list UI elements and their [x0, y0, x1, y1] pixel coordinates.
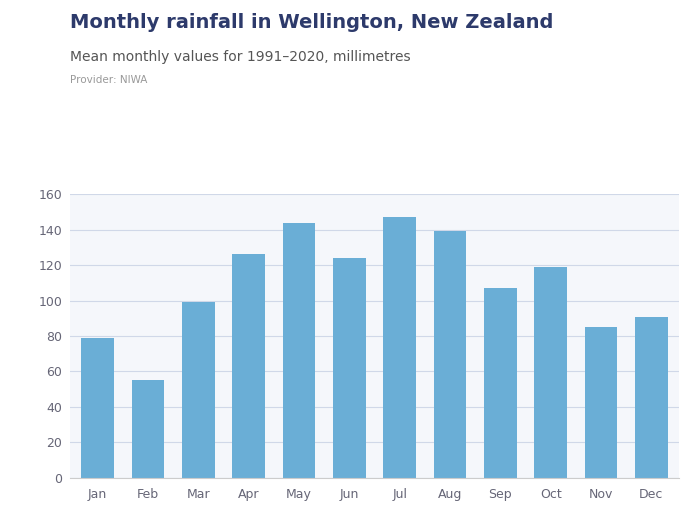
Bar: [433, 232, 466, 478]
Text: Monthly rainfall in Wellington, New Zealand: Monthly rainfall in Wellington, New Zeal…: [70, 13, 554, 32]
Bar: [132, 380, 164, 478]
Bar: [333, 258, 365, 478]
Text: figure.nz: figure.nz: [573, 12, 650, 26]
Bar: [635, 317, 668, 478]
Bar: [283, 223, 316, 478]
Bar: [534, 267, 567, 478]
Bar: [584, 327, 617, 478]
Bar: [484, 288, 517, 478]
Bar: [232, 255, 265, 478]
Bar: [182, 302, 215, 478]
Text: Provider: NIWA: Provider: NIWA: [70, 75, 148, 85]
Bar: [384, 217, 416, 478]
Text: Mean monthly values for 1991–2020, millimetres: Mean monthly values for 1991–2020, milli…: [70, 50, 411, 64]
Bar: [81, 338, 114, 478]
